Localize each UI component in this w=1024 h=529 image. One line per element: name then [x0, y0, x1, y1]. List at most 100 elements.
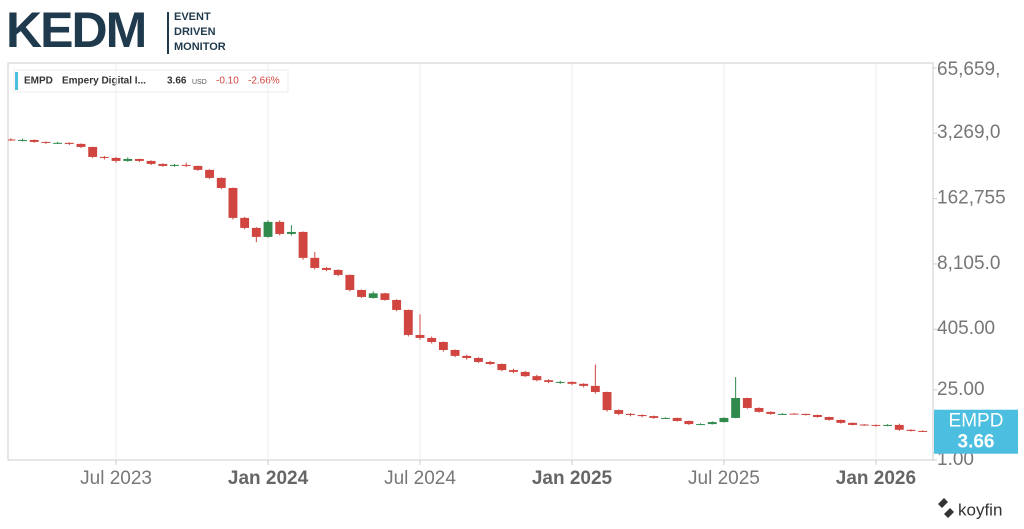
candle-body	[859, 424, 869, 426]
y-tick-label: 3,269,0	[937, 122, 1000, 143]
candle-body	[310, 257, 320, 268]
candle-body	[544, 380, 554, 382]
candle-body	[918, 430, 928, 432]
candle-body	[649, 416, 659, 418]
candle-body	[53, 142, 63, 144]
candle-body	[380, 293, 390, 300]
candle-body	[789, 413, 799, 415]
x-tick-label: Jul 2023	[80, 468, 152, 489]
candle-body	[450, 349, 460, 356]
legend-box	[13, 69, 289, 93]
candle-body	[509, 370, 518, 372]
y-tick-label: 162,755	[937, 188, 1006, 209]
candle-body	[719, 417, 729, 423]
plot-frame	[7, 62, 934, 461]
candle-body	[614, 410, 624, 414]
candle-body	[836, 419, 846, 423]
candle-body	[579, 383, 589, 386]
y-tick-label: 8,105.0	[937, 253, 1000, 274]
candle-body	[497, 363, 507, 371]
candle-body	[567, 381, 577, 384]
candle-body	[345, 274, 355, 290]
candle-body	[871, 424, 881, 426]
x-tick-label: Jan 2026	[836, 468, 916, 489]
candle-body	[240, 217, 250, 228]
candle-body	[684, 420, 694, 425]
candle-body	[18, 139, 27, 141]
candle-body	[216, 177, 226, 188]
candle-body	[181, 164, 191, 166]
candles	[8, 138, 928, 433]
candle-body	[777, 413, 787, 415]
candle-body	[111, 157, 121, 161]
candle-body	[205, 169, 215, 178]
candle-body	[8, 139, 16, 141]
candle-body	[590, 385, 600, 392]
candle-body	[29, 139, 39, 142]
x-tick-label: Jul 2024	[384, 468, 456, 489]
y-tick-label: 1.00	[937, 449, 974, 470]
candle-body	[99, 156, 109, 158]
y-tick-label: 65,659,	[937, 59, 1000, 80]
candle-body	[368, 293, 378, 298]
candle-body	[474, 357, 483, 362]
price-tag-box	[934, 409, 1018, 454]
x-tick-label: Jan 2024	[228, 468, 309, 489]
price-tag-value: 3.66	[958, 432, 995, 453]
candle-body	[696, 424, 705, 426]
candle-body	[403, 309, 413, 335]
candle-body	[123, 159, 133, 161]
candle-body	[193, 165, 203, 170]
candle-body	[625, 413, 635, 415]
y-tick-label: 25.00	[937, 379, 985, 400]
candle-body	[322, 267, 331, 270]
candle-body	[275, 221, 285, 234]
candle-body	[88, 146, 98, 157]
candle-body	[357, 289, 366, 297]
logo-line: EVENT	[174, 11, 211, 23]
brand-name: koyfin	[958, 500, 1002, 519]
candle-body	[462, 355, 472, 358]
candle-body	[228, 187, 238, 218]
candle-body	[766, 411, 776, 414]
legend-name: Empery Digital I...	[62, 76, 146, 87]
candle-body	[801, 413, 811, 415]
logo-line: MONITOR	[174, 41, 226, 53]
candle-body	[286, 231, 296, 234]
logo: KEDM EVENT DRIVEN MONITOR	[6, 2, 226, 58]
candle-body	[661, 417, 670, 419]
brand: koyfin	[938, 498, 1002, 519]
legend-change: -0.10	[216, 76, 239, 87]
candle-body	[427, 337, 437, 343]
x-tick-label: Jul 2025	[688, 468, 760, 489]
candle-body	[64, 142, 74, 144]
candle-body	[672, 417, 682, 421]
candle-body	[602, 391, 612, 411]
candle-body	[742, 398, 752, 408]
candle-body	[485, 361, 495, 364]
candle-body	[824, 416, 834, 420]
candle-body	[333, 269, 343, 275]
x-tick-label: Jan 2025	[532, 468, 613, 489]
candle-body	[520, 371, 530, 377]
candle-body	[813, 414, 822, 417]
candle-body	[731, 398, 741, 418]
logo-mark: KEDM	[6, 2, 145, 58]
candle-body	[170, 164, 179, 166]
legend-swatch	[15, 72, 18, 90]
candle-body	[392, 299, 402, 310]
candle-body	[41, 141, 51, 143]
price-tag-ticker: EMPD	[949, 411, 1004, 432]
legend-price: 3.66	[167, 76, 187, 87]
candle-body	[883, 424, 893, 426]
candle-body	[251, 227, 261, 237]
brand-icon	[938, 498, 954, 518]
candle-body	[76, 143, 86, 147]
candle-body	[415, 334, 425, 338]
candle-body	[894, 424, 904, 430]
candle-body	[754, 407, 764, 412]
legend-currency: USD	[192, 79, 207, 86]
candle-body	[158, 163, 168, 166]
